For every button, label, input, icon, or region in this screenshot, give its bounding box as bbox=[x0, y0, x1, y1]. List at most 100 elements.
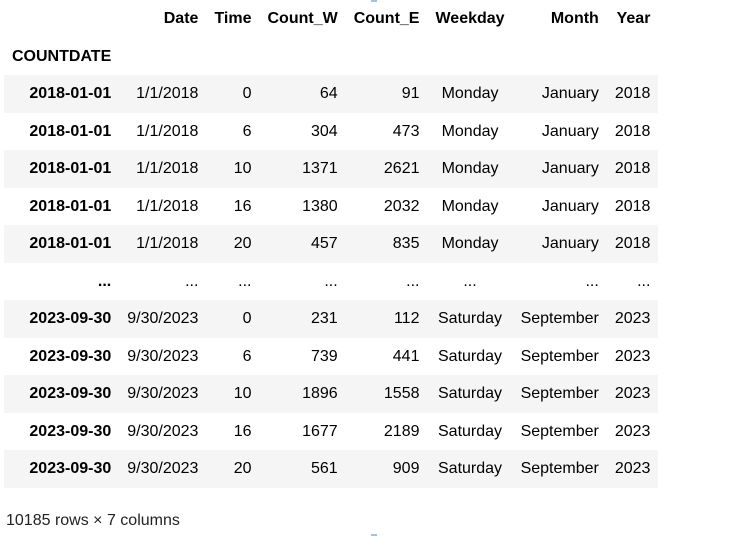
dataframe-shape-footer: 10185 rows × 7 columns bbox=[6, 512, 180, 529]
row-index-cell: 2023-09-30 bbox=[29, 310, 112, 327]
cell-weekday: Monday bbox=[441, 160, 499, 177]
cell-year: 2018 bbox=[614, 197, 651, 215]
cell-count-w: 304 bbox=[311, 122, 338, 140]
column-header-month: Month bbox=[550, 10, 599, 27]
table-body: 2018-01-01 1/1/2018 0 64 91 Monday January 2018… bbox=[4, 75, 659, 488]
cell-weekday: Monday bbox=[441, 122, 499, 140]
cell-date: ... bbox=[185, 272, 199, 290]
cell-month: September bbox=[520, 347, 599, 365]
row-index-cell: 2023-09-30 bbox=[29, 460, 112, 477]
table-row: 2018-01-01 1/1/2018 0 64 91 Monday January 2018 bbox=[4, 75, 659, 113]
cell-date: 9/30/2023 bbox=[127, 347, 199, 365]
column-header-count-e: Count_E bbox=[353, 10, 420, 27]
cell-year: 2023 bbox=[614, 310, 651, 327]
column-header-year: Year bbox=[616, 10, 651, 27]
row-index-cell: 2018-01-01 bbox=[29, 122, 112, 140]
cell-time: 0 bbox=[242, 310, 252, 327]
row-index-cell: 2023-09-30 bbox=[29, 422, 112, 440]
cell-month: September bbox=[520, 385, 599, 402]
cell-month: January bbox=[541, 85, 599, 102]
cell-time: 10 bbox=[233, 160, 252, 177]
cell-year: 2018 bbox=[614, 160, 651, 177]
cell-year: 2023 bbox=[614, 460, 651, 477]
dataframe-table: Date Time Count_W Count_E Weekday Month … bbox=[4, 0, 659, 488]
top-scroll-marker bbox=[371, 0, 377, 2]
cell-date: 9/30/2023 bbox=[127, 310, 199, 327]
cell-weekday: Monday bbox=[441, 85, 499, 102]
cell-month: January bbox=[541, 160, 599, 177]
table-row: 2023-09-30 9/30/2023 0 231 112 Saturday Septem… bbox=[4, 300, 659, 338]
cell-count-e: 473 bbox=[392, 122, 420, 140]
cell-weekday: ... bbox=[463, 272, 477, 290]
cell-weekday: Monday bbox=[441, 197, 499, 215]
table-row: 2018-01-01 1/1/2018 10 1371 2621 Monday Januar… bbox=[4, 150, 659, 188]
cell-count-w: 739 bbox=[311, 347, 338, 365]
cell-month: September bbox=[520, 422, 599, 440]
table-row: 2018-01-01 1/1/2018 20 457 835 Monday January 2… bbox=[4, 225, 659, 263]
cell-month: January bbox=[541, 122, 599, 140]
cell-date: 9/30/2023 bbox=[127, 422, 199, 440]
cell-weekday: Saturday bbox=[438, 310, 503, 327]
cell-time: 20 bbox=[233, 235, 252, 252]
row-index-cell: 2018-01-01 bbox=[29, 85, 112, 102]
row-index-cell: 2018-01-01 bbox=[29, 235, 112, 252]
cell-count-w: 64 bbox=[319, 85, 338, 102]
cell-year: ... bbox=[637, 272, 651, 290]
row-index-cell: 2018-01-01 bbox=[29, 197, 112, 215]
row-index-cell: 2023-09-30 bbox=[29, 385, 112, 402]
cell-count-e: 2032 bbox=[383, 197, 420, 215]
cell-date: 1/1/2018 bbox=[136, 85, 199, 102]
cell-count-e: 1558 bbox=[383, 385, 420, 402]
table-row: ........................ bbox=[4, 262, 659, 300]
table-row: 2023-09-30 9/30/2023 6 739 441 Saturday Septem… bbox=[4, 337, 659, 375]
cell-weekday: Monday bbox=[441, 235, 499, 252]
cell-date: 9/30/2023 bbox=[127, 460, 199, 477]
cell-month: January bbox=[541, 197, 599, 215]
column-header-weekday: Weekday bbox=[435, 10, 505, 27]
cell-date: 9/30/2023 bbox=[127, 385, 199, 402]
table-row: 2018-01-01 1/1/2018 6 304 473 Monday January 20… bbox=[4, 112, 659, 150]
cell-count-w: 457 bbox=[311, 235, 338, 252]
table-row: 2023-09-30 9/30/2023 20 561 909 Saturday Septe… bbox=[4, 450, 659, 488]
cell-time: 20 bbox=[233, 460, 252, 477]
cell-count-w: 231 bbox=[311, 310, 338, 327]
index-name-row: COUNTDATE bbox=[4, 38, 658, 76]
cell-date: 1/1/2018 bbox=[136, 160, 199, 177]
cell-date: 1/1/2018 bbox=[136, 122, 199, 140]
cell-year: 2023 bbox=[614, 422, 651, 440]
cell-year: 2018 bbox=[614, 235, 651, 252]
row-index-cell: 2018-01-01 bbox=[29, 160, 112, 177]
column-header-count-w: Count_W bbox=[267, 10, 338, 27]
cell-year: 2023 bbox=[614, 385, 651, 402]
cell-count-e: 441 bbox=[392, 347, 420, 365]
cell-date: 1/1/2018 bbox=[136, 235, 199, 252]
cell-month: September bbox=[520, 310, 599, 327]
cell-month: September bbox=[520, 460, 599, 477]
cell-count-w: 1380 bbox=[302, 197, 338, 215]
cell-date: 1/1/2018 bbox=[136, 197, 199, 215]
row-index-cell: 2023-09-30 bbox=[29, 347, 112, 365]
cell-weekday: Saturday bbox=[438, 385, 503, 402]
cell-time: ... bbox=[238, 272, 252, 290]
cell-count-w: 1896 bbox=[302, 385, 338, 402]
cell-time: 6 bbox=[242, 347, 252, 365]
cell-time: 0 bbox=[242, 85, 252, 102]
cell-count-e: ... bbox=[406, 272, 420, 290]
table-row: 2023-09-30 9/30/2023 10 1896 1558 Saturday Sep… bbox=[4, 375, 659, 413]
table-row: 2018-01-01 1/1/2018 16 1380 2032 Monday Januar… bbox=[4, 187, 659, 225]
cell-month: ... bbox=[585, 272, 599, 290]
cell-count-e: 835 bbox=[392, 235, 420, 252]
cell-count-e: 909 bbox=[392, 460, 420, 477]
table-header: Date Time Count_W Count_E Weekday Month … bbox=[4, 0, 658, 75]
cell-count-e: 91 bbox=[401, 85, 420, 102]
cell-year: 2018 bbox=[614, 85, 651, 102]
cell-count-w: 1371 bbox=[302, 160, 338, 177]
cell-weekday: Saturday bbox=[438, 460, 503, 477]
cell-count-e: 2189 bbox=[383, 422, 420, 440]
cell-count-w: ... bbox=[324, 272, 338, 290]
cell-count-e: 2621 bbox=[383, 160, 420, 177]
cell-year: 2018 bbox=[614, 122, 651, 140]
cell-time: 6 bbox=[242, 122, 252, 140]
table-row: 2023-09-30 9/30/2023 16 1677 2189 Saturday Sep… bbox=[4, 412, 659, 450]
